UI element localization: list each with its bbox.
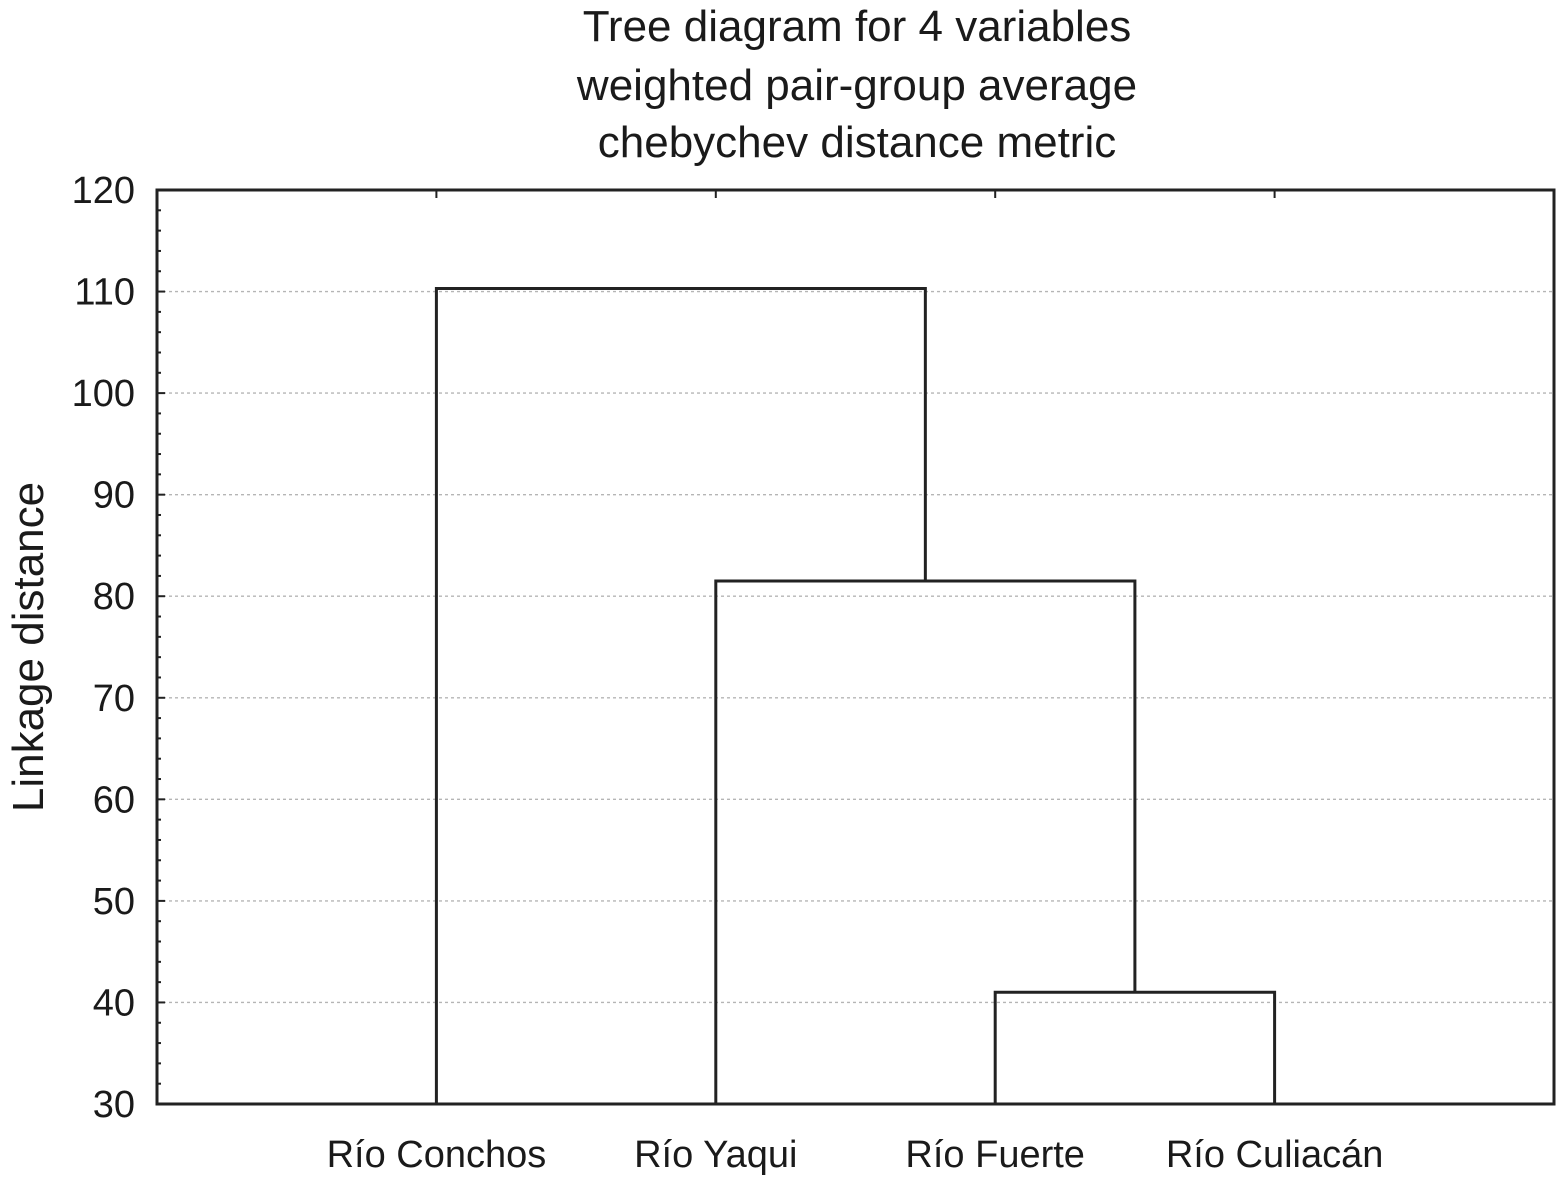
title-line-1: Tree diagram for 4 variables	[583, 2, 1132, 51]
y-tick-label: 110	[74, 272, 135, 314]
y-axis-ticks	[157, 189, 165, 1105]
x-category-label: Río Yaqui	[634, 1134, 797, 1176]
y-tick-label: 50	[93, 881, 135, 923]
x-category-label: Río Conchos	[327, 1134, 547, 1176]
y-tick-label: 60	[93, 779, 135, 821]
y-axis-tick-labels: 30 40 50 60 70 80 90 100 110 120	[72, 170, 135, 1126]
x-axis-category-labels: Río Conchos Río Yaqui Río Fuerte Río Culiac…	[327, 1134, 1384, 1176]
dendrogram-link-1	[993, 990, 1277, 1104]
y-tick-label: 70	[93, 678, 135, 720]
dendrogram-link-2	[714, 579, 1137, 1104]
y-tick-label: 100	[72, 373, 135, 415]
x-category-label: Río Fuerte	[905, 1134, 1085, 1176]
y-tick-label: 40	[93, 982, 135, 1024]
y-tick-label: 30	[93, 1084, 135, 1126]
y-tick-label: 80	[93, 576, 135, 618]
y-tick-label: 90	[93, 475, 135, 517]
y-tick-label: 120	[72, 170, 135, 212]
chart-title: Tree diagram for 4 variables weighted pa…	[576, 2, 1137, 167]
y-axis-title: Linkage distance	[4, 482, 53, 812]
top-axis-ticks	[435, 190, 1276, 198]
gridlines	[157, 290, 1554, 1004]
title-line-3: chebychev distance metric	[598, 118, 1116, 167]
plot-frame	[155, 188, 1556, 1106]
x-category-label: Río Culiacán	[1166, 1134, 1384, 1176]
title-line-2: weighted pair-group average	[576, 61, 1137, 110]
dendrogram-links	[434, 287, 1277, 1104]
dendrogram-link-3	[434, 287, 927, 1104]
